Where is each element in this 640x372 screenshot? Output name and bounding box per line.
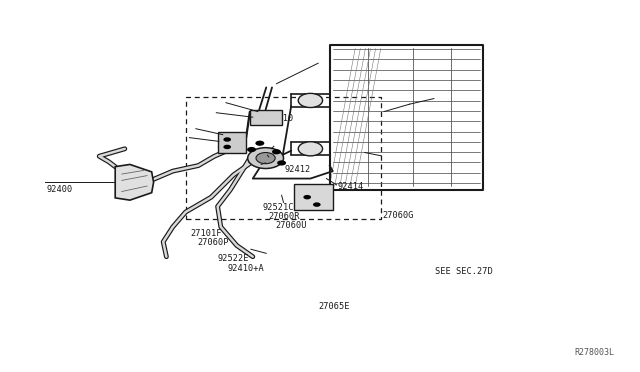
Text: 92400: 92400 — [46, 185, 72, 194]
Circle shape — [223, 145, 231, 149]
Circle shape — [223, 137, 231, 142]
Circle shape — [255, 141, 264, 146]
Text: 27060R: 27060R — [269, 212, 300, 221]
Text: SEE SEC.27D: SEE SEC.27D — [435, 267, 493, 276]
Text: 92412: 92412 — [285, 165, 311, 174]
Circle shape — [298, 93, 323, 108]
Text: R278003L: R278003L — [575, 348, 614, 357]
Circle shape — [256, 153, 275, 164]
Circle shape — [272, 149, 281, 154]
Bar — [294, 184, 333, 210]
Circle shape — [248, 148, 284, 169]
Circle shape — [247, 147, 256, 152]
Polygon shape — [115, 164, 154, 200]
Circle shape — [277, 160, 286, 166]
Text: 92414: 92414 — [338, 182, 364, 191]
Circle shape — [303, 195, 311, 199]
Bar — [250, 110, 282, 125]
Text: 27060P: 27060P — [197, 238, 228, 247]
Text: 92521C: 92521C — [262, 203, 294, 212]
Text: 92410: 92410 — [268, 114, 294, 123]
Text: 92410+A: 92410+A — [227, 264, 264, 273]
Text: 92522E: 92522E — [218, 254, 249, 263]
Text: 27101F: 27101F — [191, 229, 222, 238]
Circle shape — [313, 202, 321, 207]
Text: 27060U: 27060U — [275, 221, 307, 230]
Circle shape — [298, 142, 323, 156]
Text: 27060G: 27060G — [383, 211, 414, 220]
Text: 27065E: 27065E — [319, 302, 350, 311]
Bar — [218, 132, 246, 153]
